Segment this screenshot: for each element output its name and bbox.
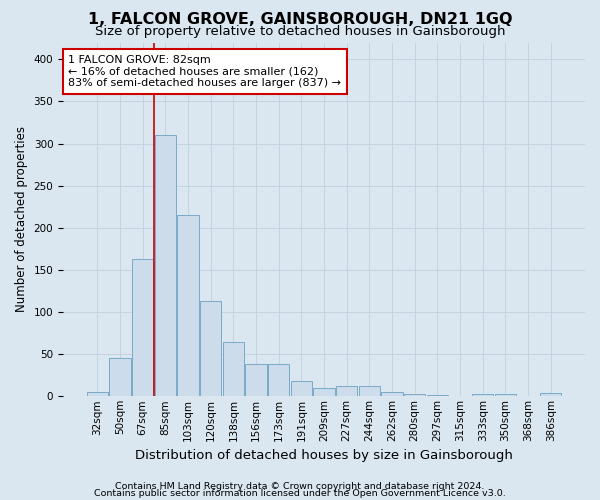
Bar — [472, 394, 493, 396]
Text: Contains public sector information licensed under the Open Government Licence v3: Contains public sector information licen… — [94, 490, 506, 498]
Bar — [336, 386, 357, 396]
Bar — [132, 259, 153, 396]
Bar — [359, 386, 380, 396]
Bar — [382, 392, 403, 396]
Bar — [404, 394, 425, 396]
Bar — [495, 394, 516, 396]
Text: Contains HM Land Registry data © Crown copyright and database right 2024.: Contains HM Land Registry data © Crown c… — [115, 482, 485, 491]
Bar — [540, 393, 561, 396]
Bar — [178, 215, 199, 396]
Text: 1, FALCON GROVE, GAINSBOROUGH, DN21 1GQ: 1, FALCON GROVE, GAINSBOROUGH, DN21 1GQ — [88, 12, 512, 28]
Bar — [268, 364, 289, 396]
Bar — [200, 301, 221, 396]
X-axis label: Distribution of detached houses by size in Gainsborough: Distribution of detached houses by size … — [135, 450, 513, 462]
Bar — [87, 392, 108, 396]
Bar — [245, 364, 266, 396]
Bar — [313, 388, 335, 396]
Bar — [291, 381, 312, 396]
Y-axis label: Number of detached properties: Number of detached properties — [15, 126, 28, 312]
Bar — [155, 135, 176, 396]
Bar — [223, 342, 244, 396]
Bar — [109, 358, 131, 397]
Text: Size of property relative to detached houses in Gainsborough: Size of property relative to detached ho… — [95, 25, 505, 38]
Text: 1 FALCON GROVE: 82sqm
← 16% of detached houses are smaller (162)
83% of semi-det: 1 FALCON GROVE: 82sqm ← 16% of detached … — [68, 55, 341, 88]
